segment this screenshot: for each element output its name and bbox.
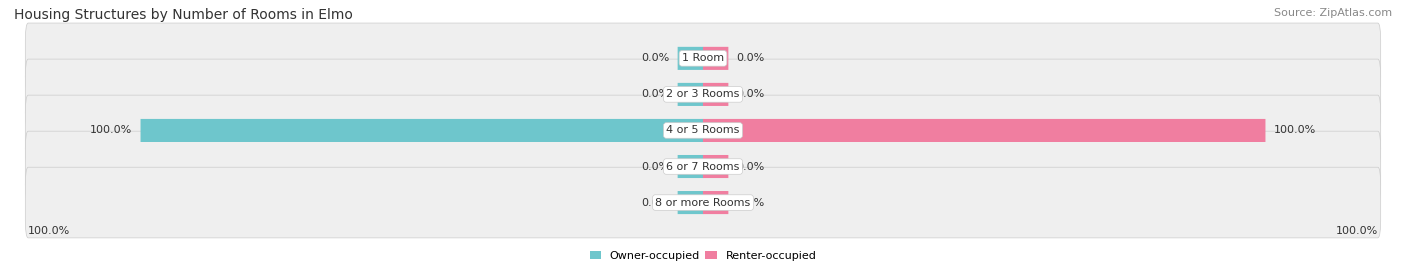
Text: 100.0%: 100.0% — [28, 226, 70, 236]
FancyBboxPatch shape — [678, 155, 703, 178]
Text: 1 Room: 1 Room — [682, 53, 724, 63]
Text: 0.0%: 0.0% — [641, 161, 669, 172]
FancyBboxPatch shape — [703, 83, 728, 106]
FancyBboxPatch shape — [678, 191, 703, 214]
Text: 4 or 5 Rooms: 4 or 5 Rooms — [666, 125, 740, 136]
Text: 0.0%: 0.0% — [641, 89, 669, 100]
FancyBboxPatch shape — [25, 23, 1381, 94]
FancyBboxPatch shape — [703, 119, 1265, 142]
FancyBboxPatch shape — [25, 59, 1381, 130]
Text: 0.0%: 0.0% — [737, 53, 765, 63]
Text: 2 or 3 Rooms: 2 or 3 Rooms — [666, 89, 740, 100]
FancyBboxPatch shape — [678, 83, 703, 106]
FancyBboxPatch shape — [25, 167, 1381, 238]
Text: 100.0%: 100.0% — [1274, 125, 1316, 136]
Text: Housing Structures by Number of Rooms in Elmo: Housing Structures by Number of Rooms in… — [14, 8, 353, 22]
Text: 0.0%: 0.0% — [737, 161, 765, 172]
FancyBboxPatch shape — [141, 119, 703, 142]
Text: Source: ZipAtlas.com: Source: ZipAtlas.com — [1274, 8, 1392, 18]
Text: 0.0%: 0.0% — [737, 89, 765, 100]
FancyBboxPatch shape — [703, 47, 728, 70]
Text: 0.0%: 0.0% — [641, 53, 669, 63]
FancyBboxPatch shape — [703, 155, 728, 178]
Text: 8 or more Rooms: 8 or more Rooms — [655, 197, 751, 208]
FancyBboxPatch shape — [703, 191, 728, 214]
FancyBboxPatch shape — [678, 47, 703, 70]
Text: 6 or 7 Rooms: 6 or 7 Rooms — [666, 161, 740, 172]
Text: 100.0%: 100.0% — [90, 125, 132, 136]
Text: 0.0%: 0.0% — [641, 197, 669, 208]
Text: 100.0%: 100.0% — [1336, 226, 1378, 236]
FancyBboxPatch shape — [25, 131, 1381, 202]
Legend: Owner-occupied, Renter-occupied: Owner-occupied, Renter-occupied — [585, 246, 821, 266]
FancyBboxPatch shape — [25, 95, 1381, 166]
Text: 0.0%: 0.0% — [737, 197, 765, 208]
